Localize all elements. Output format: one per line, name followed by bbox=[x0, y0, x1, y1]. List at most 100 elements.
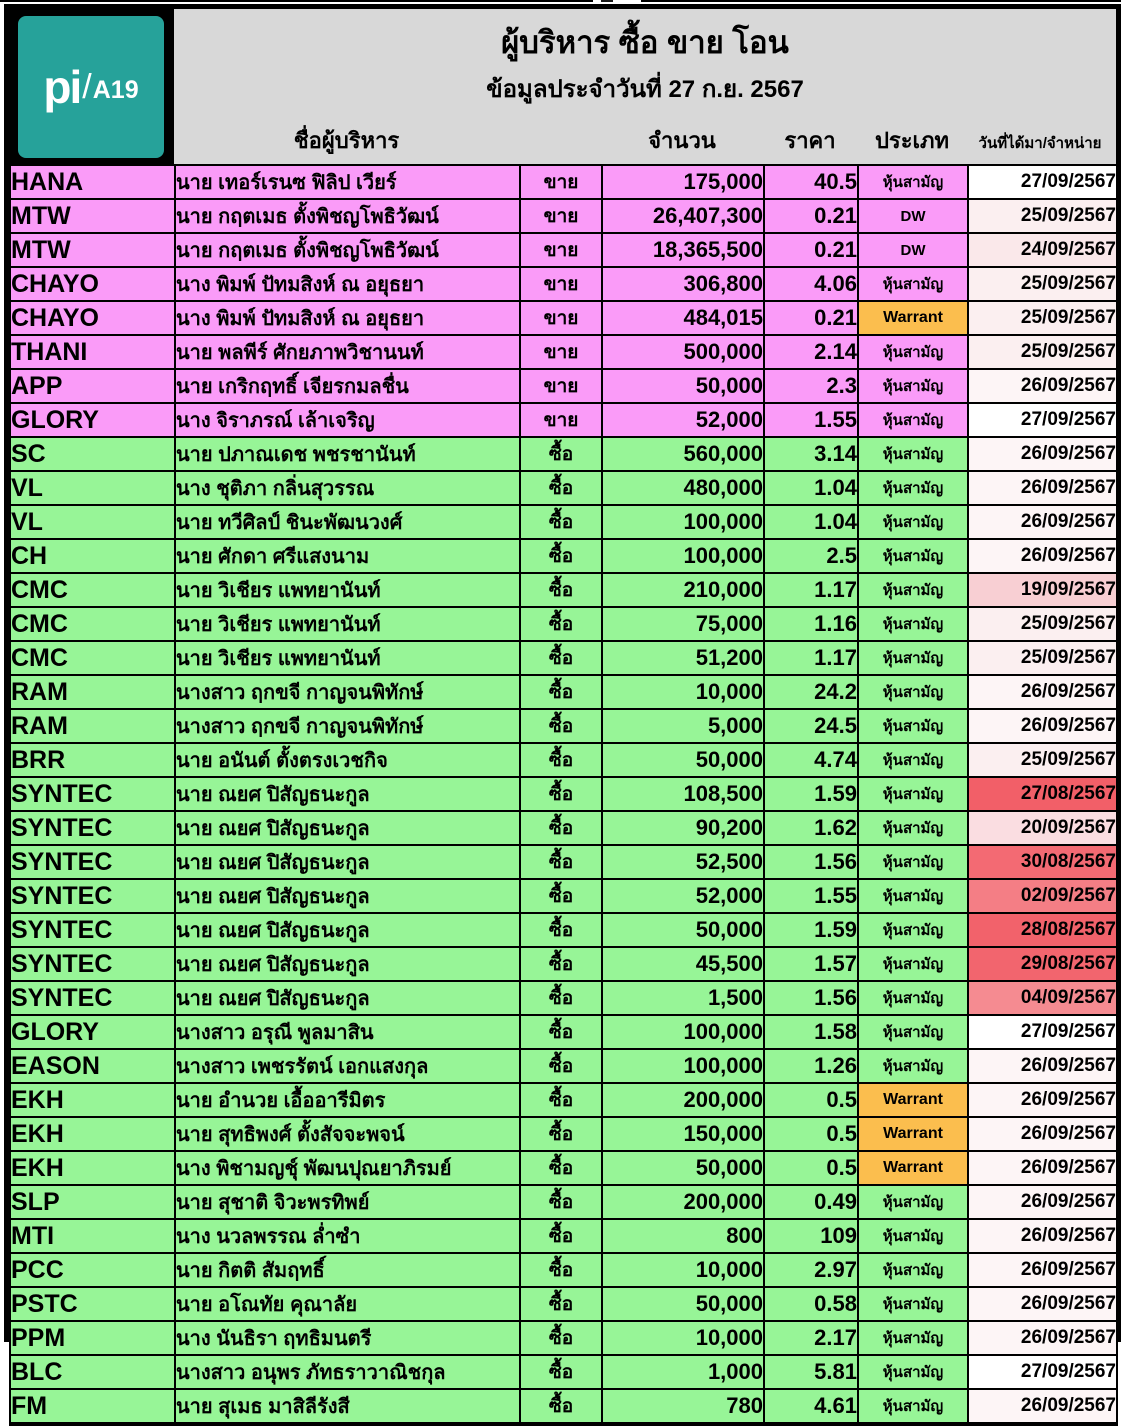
name-cell: นาย ณยศ ปิสัญธนะกูล bbox=[174, 912, 521, 948]
name-cell: นาง พิมพ์ ปัทมสิงห์ ณ อยุธยา bbox=[174, 300, 521, 336]
symbol-cell bbox=[9, 1422, 176, 1426]
name-cell: นางสาว เพชรรัตน์ เอกแสงกุล bbox=[174, 1048, 521, 1084]
price-cell: 2.14 bbox=[763, 334, 859, 370]
type-cell: หุ้นสามัญ bbox=[857, 266, 969, 302]
name-cell: นาย อโณทัย คุณาลัย bbox=[174, 1286, 521, 1322]
name-cell: นาย ณยศ ปิสัญธนะกูล bbox=[174, 810, 521, 846]
action-cell: ซื้อ bbox=[519, 1354, 603, 1390]
action-cell: ซื้อ bbox=[519, 1150, 603, 1186]
date-cell: 27/08/2567 bbox=[967, 776, 1118, 812]
amount-cell: 560,000 bbox=[601, 436, 765, 472]
symbol-cell: GLORY bbox=[9, 1014, 176, 1050]
symbol-cell: SYNTEC bbox=[9, 810, 176, 846]
table-row: CMC นาย วิเชียร แพทยานันท์ ซื้อ 75,000 1.16 ห… bbox=[9, 606, 1118, 642]
amount-cell: 484,015 bbox=[601, 300, 765, 336]
column-header-amount: จำนวน bbox=[648, 128, 716, 153]
amount-cell: 18,365,500 bbox=[601, 232, 765, 268]
price-cell: 24.5 bbox=[763, 708, 859, 744]
amount-cell: 210,000 bbox=[601, 572, 765, 608]
action-cell: ซื้อ bbox=[519, 436, 603, 472]
amount-cell: 50,000 bbox=[601, 1286, 765, 1322]
name-cell: นาง พิชามญชุ์ พัฒนปุณยาภิรมย์ bbox=[174, 1150, 521, 1186]
price-cell: 1.04 bbox=[763, 504, 859, 540]
type-cell: หุ้นสามัญ bbox=[857, 1354, 969, 1390]
report-date-subtitle: ข้อมูลประจำวันที่ 27 ก.ย. 2567 bbox=[486, 76, 804, 103]
type-cell: หุ้นสามัญ bbox=[857, 504, 969, 540]
name-cell: นาย ณยศ ปิสัญธนะกูล bbox=[174, 946, 521, 982]
action-cell: ขาย bbox=[519, 232, 603, 268]
price-cell: 2.3 bbox=[763, 368, 859, 404]
price-cell: 0.21 bbox=[763, 232, 859, 268]
action-cell: ซื้อ bbox=[519, 538, 603, 574]
symbol-cell: VL bbox=[9, 504, 176, 540]
type-cell: หุ้นสามัญ bbox=[857, 164, 969, 200]
table-row: SC นาย ปภาณเดช พชรชานันท์ ซื้อ 560,000 3.14 ห… bbox=[9, 436, 1118, 472]
type-cell: หุ้นสามัญ bbox=[857, 980, 969, 1016]
price-cell: 24.2 bbox=[763, 674, 859, 710]
table-row: APP นาย เกริกฤทธิ์ เจียรกมลชื่น ขาย 50,000 2… bbox=[9, 368, 1118, 404]
table-row: EKH นาย สุทธิพงศ์ ตั้งสัจจะพจน์ ซื้อ 150,00… bbox=[9, 1116, 1118, 1152]
table-row: THANI นาย พลพีร์ ศักยภาพวิชานนท์ ขาย 500,00… bbox=[9, 334, 1118, 370]
price-cell: 1.17 bbox=[763, 572, 859, 608]
amount-cell: 500,000 bbox=[601, 334, 765, 370]
price-cell: 5.81 bbox=[763, 1354, 859, 1390]
name-cell: นาย สุเมธ มาสิลีรังสี bbox=[174, 1388, 521, 1424]
type-cell: DW bbox=[857, 232, 969, 268]
action-cell: ซื้อ bbox=[519, 1286, 603, 1322]
date-cell: 30/08/2567 bbox=[967, 844, 1118, 880]
amount-cell: 52,000 bbox=[601, 402, 765, 438]
table-row: SYNTEC นาย ณยศ ปิสัญธนะกูล ซื้อ 1,500 1.56 หุ… bbox=[9, 980, 1118, 1016]
table-row: CHAYO นาง พิมพ์ ปัทมสิงห์ ณ อยุธยา ขาย 484,… bbox=[9, 300, 1118, 336]
date-cell: 26/09/2567 bbox=[967, 470, 1118, 506]
action-cell: ซื้อ bbox=[519, 776, 603, 812]
type-cell: หุ้นสามัญ bbox=[857, 1252, 969, 1288]
symbol-cell: SYNTEC bbox=[9, 912, 176, 948]
symbol-cell: THANI bbox=[9, 334, 176, 370]
report-sheet: pi / A19 ผู้บริหาร ซื้อ ขาย โอน ข้อมูลปร… bbox=[4, 4, 1121, 1426]
price-cell: 0.21 bbox=[763, 300, 859, 336]
date-cell: 26/09/2567 bbox=[967, 368, 1118, 404]
symbol-cell: SYNTEC bbox=[9, 980, 176, 1016]
insider-trades-table: HANA นาย เทอร์เรนซ ฟิลิป เวียร์ ขาย 175,000… bbox=[9, 164, 1118, 1426]
type-cell: หุ้นสามัญ bbox=[857, 572, 969, 608]
symbol-cell: RAM bbox=[9, 674, 176, 710]
price-cell: 1.16 bbox=[763, 606, 859, 642]
symbol-cell: SLP bbox=[9, 1184, 176, 1220]
amount-cell: 50,000 bbox=[601, 912, 765, 948]
date-cell: 28/08/2567 bbox=[967, 912, 1118, 948]
name-cell: นาย วิเชียร แพทยานันท์ bbox=[174, 606, 521, 642]
amount-cell: 100,000 bbox=[601, 1014, 765, 1050]
date-cell: 24/09/2567 bbox=[967, 232, 1118, 268]
amount-cell: 10,000 bbox=[601, 674, 765, 710]
table-row: EASON นางสาว เพชรรัตน์ เอกแสงกุล ซื้อ 100,0… bbox=[9, 1048, 1118, 1084]
action-cell: ซื้อ bbox=[519, 504, 603, 540]
amount-cell: 780 bbox=[601, 1388, 765, 1424]
action-cell: ขาย bbox=[519, 266, 603, 302]
type-cell: หุ้นสามัญ bbox=[857, 538, 969, 574]
type-cell: หุ้นสามัญ bbox=[857, 708, 969, 744]
table-row: RAM นางสาว ฤกขจี กาญจนพิทักษ์ ซื้อ 10,000 24… bbox=[9, 674, 1118, 710]
table-row: MTW นาย กฤตเมธ ตั้งพิชญโพธิวัฒน์ ขาย 18,365… bbox=[9, 232, 1118, 268]
symbol-cell: MTI bbox=[9, 1218, 176, 1254]
name-cell: นาง ชุติภา กลิ่นสุวรรณ bbox=[174, 470, 521, 506]
price-cell: 1.58 bbox=[763, 1014, 859, 1050]
price-cell: 1.55 bbox=[763, 402, 859, 438]
gridline-gap bbox=[593, 0, 641, 3]
type-cell: หุ้นสามัญ bbox=[857, 878, 969, 914]
amount-cell: 1,000 bbox=[601, 1354, 765, 1390]
type-cell: หุ้นสามัญ bbox=[857, 742, 969, 778]
symbol-cell: FM bbox=[9, 1388, 176, 1424]
table-row: FM นาย สุเมธ มาสิลีรังสี ซื้อ 780 4.61 หุ้นสา… bbox=[9, 1388, 1118, 1424]
action-cell: ซื้อ bbox=[519, 1082, 603, 1118]
type-cell: หุ้นสามัญ bbox=[857, 674, 969, 710]
date-cell: 26/09/2567 bbox=[967, 674, 1118, 710]
symbol-cell: CH bbox=[9, 538, 176, 574]
type-cell: Warrant bbox=[857, 300, 969, 336]
table-row: PSTC นาย อโณทัย คุณาลัย ซื้อ 50,000 0.58 หุ้น… bbox=[9, 1286, 1118, 1322]
name-cell: นาย เกริกฤทธิ์ เจียรกมลชื่น bbox=[174, 368, 521, 404]
action-cell: ซื้อ bbox=[519, 1320, 603, 1356]
date-cell: 26/09/2567 bbox=[967, 504, 1118, 540]
amount-cell: 5,000 bbox=[601, 708, 765, 744]
action-cell: ซื้อ bbox=[519, 1116, 603, 1152]
date-cell: 26/09/2567 bbox=[967, 1150, 1118, 1186]
